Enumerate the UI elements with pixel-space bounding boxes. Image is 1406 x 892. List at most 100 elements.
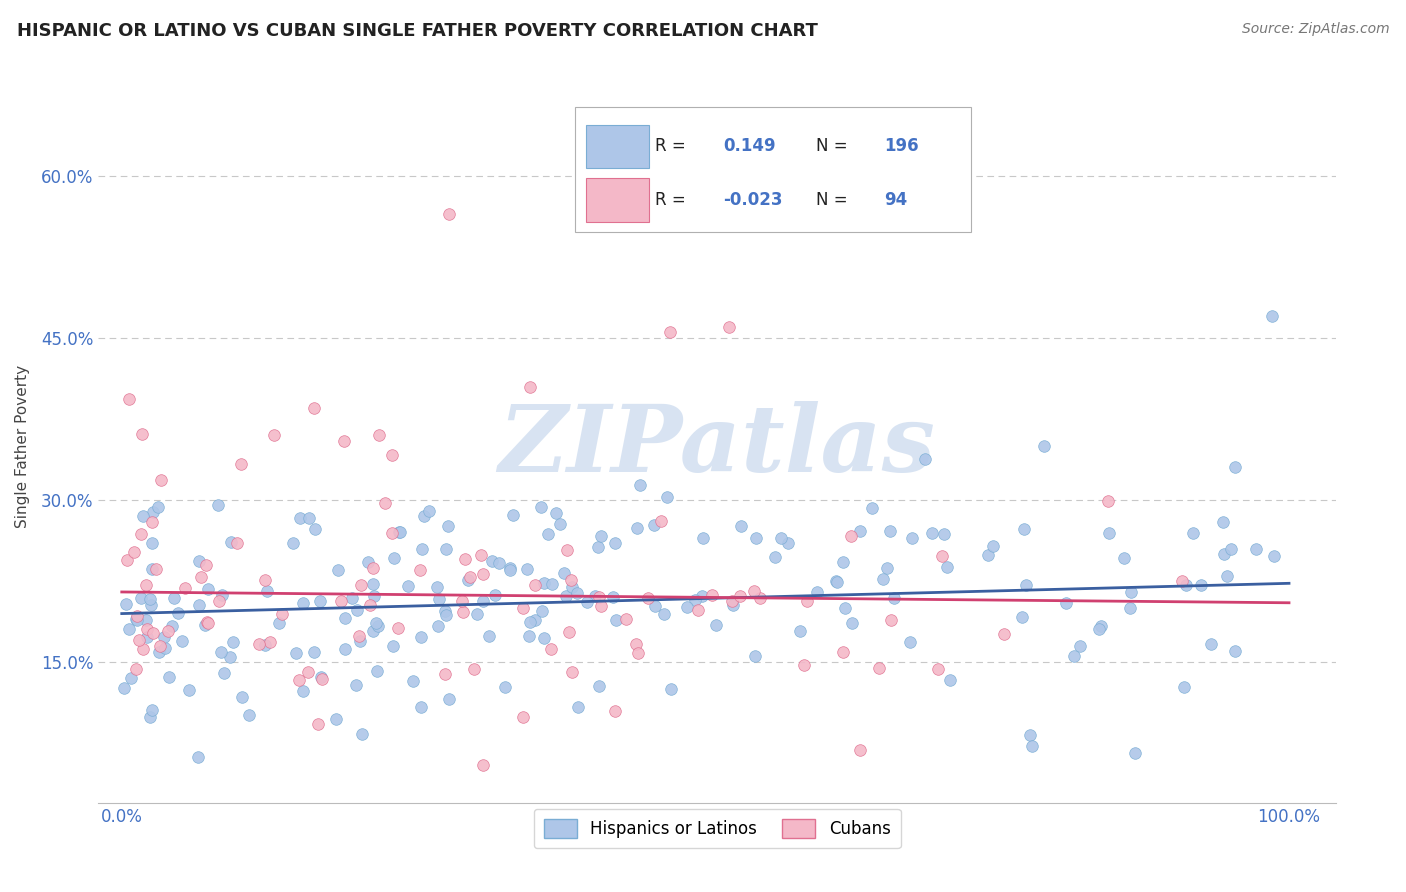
Point <box>879 524 901 538</box>
Point <box>454 551 477 566</box>
Point <box>1063 649 1085 664</box>
Point <box>1246 542 1268 557</box>
Point <box>499 561 522 575</box>
Point <box>148 645 170 659</box>
Point <box>934 527 956 541</box>
Point <box>211 588 233 602</box>
Point <box>519 615 541 630</box>
Point <box>297 665 319 679</box>
Point <box>849 524 872 538</box>
Point <box>541 577 564 591</box>
Point <box>936 560 959 574</box>
Point <box>142 505 165 519</box>
Point <box>363 589 385 603</box>
Point <box>433 604 456 618</box>
Point <box>512 709 534 723</box>
Point <box>361 624 384 638</box>
Point <box>396 579 419 593</box>
Point <box>675 599 697 614</box>
Point <box>605 614 627 628</box>
Point <box>1219 542 1241 557</box>
Point <box>1263 549 1285 563</box>
FancyBboxPatch shape <box>586 178 650 221</box>
Point <box>530 500 553 515</box>
Point <box>1216 569 1239 583</box>
Point <box>512 601 534 615</box>
Point <box>389 524 412 539</box>
Point <box>688 603 710 617</box>
Point <box>470 549 492 563</box>
Point <box>825 575 848 590</box>
Legend: Hispanics or Latinos, Cubans: Hispanics or Latinos, Cubans <box>533 809 901 848</box>
Point <box>118 622 141 636</box>
Point <box>533 631 555 645</box>
Point <box>1098 525 1121 540</box>
Point <box>1260 310 1282 324</box>
Point <box>602 590 624 604</box>
Point <box>128 632 150 647</box>
Point <box>744 532 766 546</box>
Text: -0.023: -0.023 <box>723 191 783 209</box>
Point <box>1213 548 1236 562</box>
Text: 0.149: 0.149 <box>723 137 776 155</box>
Point <box>544 506 567 520</box>
Point <box>628 478 651 492</box>
Point <box>637 591 659 605</box>
Point <box>576 594 599 608</box>
Point <box>212 666 235 681</box>
Point <box>141 515 163 529</box>
Point <box>231 457 253 471</box>
Point <box>558 624 581 639</box>
Point <box>344 678 367 692</box>
Point <box>132 509 155 524</box>
Point <box>157 670 180 684</box>
Point <box>129 591 152 606</box>
Point <box>1212 515 1234 529</box>
Point <box>488 556 510 570</box>
Point <box>413 508 436 523</box>
Point <box>880 613 903 627</box>
Point <box>586 541 609 555</box>
Point <box>326 563 349 577</box>
Point <box>173 582 195 596</box>
Point <box>285 646 308 660</box>
Point <box>1018 728 1040 742</box>
Point <box>231 690 253 704</box>
Point <box>931 549 953 563</box>
Point <box>1097 494 1119 508</box>
Point <box>1189 578 1212 592</box>
Point <box>796 594 818 608</box>
Point <box>939 673 962 687</box>
Point <box>209 645 232 659</box>
Point <box>172 634 194 648</box>
Point <box>1170 574 1192 589</box>
Point <box>1114 550 1136 565</box>
Point <box>222 635 245 649</box>
Point <box>554 589 576 603</box>
Point <box>1199 637 1222 651</box>
Point <box>643 517 665 532</box>
Point <box>883 591 905 605</box>
Point <box>253 573 276 587</box>
Point <box>692 531 714 545</box>
Point <box>484 588 506 602</box>
Point <box>388 524 411 539</box>
Point <box>927 662 949 676</box>
Point <box>730 519 752 533</box>
Point <box>352 726 374 740</box>
Point <box>1054 596 1077 610</box>
Point <box>146 500 169 514</box>
Point <box>366 665 388 679</box>
Point <box>247 637 270 651</box>
Point <box>195 558 218 572</box>
Point <box>112 681 135 696</box>
Point <box>540 642 562 657</box>
Point <box>342 591 364 605</box>
Point <box>332 434 354 448</box>
Point <box>138 710 160 724</box>
Point <box>349 634 371 648</box>
Point <box>749 591 772 605</box>
Point <box>626 521 648 535</box>
Point <box>120 671 142 685</box>
Point <box>409 700 432 714</box>
